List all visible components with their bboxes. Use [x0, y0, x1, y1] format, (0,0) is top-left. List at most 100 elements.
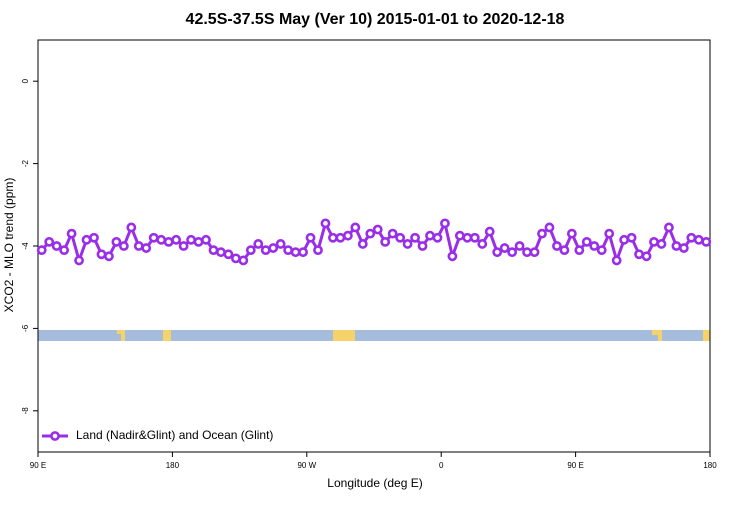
ocean-strip: [38, 330, 710, 341]
point: [298, 247, 308, 258]
y-tick-label: 0: [21, 78, 30, 83]
point: [484, 226, 495, 237]
point: [514, 241, 525, 251]
point: [589, 241, 600, 251]
point: [410, 232, 420, 243]
land-patch: [117, 330, 125, 334]
point: [522, 247, 532, 258]
x-tick-label: 0: [439, 461, 444, 470]
point: [634, 249, 644, 260]
point: [283, 245, 294, 256]
point: [626, 232, 637, 243]
point: [664, 222, 674, 233]
point: [507, 247, 518, 258]
point: [417, 241, 428, 251]
point: [208, 245, 219, 256]
x-tick-label: 180: [703, 461, 717, 470]
point: [216, 247, 226, 258]
point: [440, 218, 450, 229]
x-tick-label: 180: [166, 461, 180, 470]
point: [81, 234, 92, 245]
y-tick-label: -8: [21, 407, 30, 415]
point: [693, 234, 704, 245]
point: [581, 236, 592, 247]
land-patch: [121, 334, 125, 341]
point: [268, 243, 279, 253]
x-tick-label: 90 E: [567, 461, 583, 470]
point: [36, 245, 47, 256]
land-patch: [703, 330, 710, 341]
point: [133, 241, 144, 251]
point: [649, 236, 659, 247]
point: [275, 239, 286, 249]
point: [253, 239, 264, 249]
point: [462, 232, 473, 243]
point: [66, 228, 77, 239]
point: [574, 245, 585, 256]
point: [290, 247, 301, 258]
point: [313, 245, 323, 256]
point: [402, 239, 413, 249]
point: [51, 241, 62, 251]
point: [559, 245, 570, 256]
point: [372, 224, 383, 235]
point: [566, 228, 577, 239]
point: [387, 228, 398, 239]
x-tick-label: 90 W: [297, 461, 316, 470]
point: [156, 234, 167, 245]
point: [425, 230, 435, 241]
point: [201, 234, 211, 245]
point: [44, 236, 55, 247]
point: [118, 241, 129, 251]
point: [656, 239, 667, 249]
point: [544, 222, 555, 233]
point: [163, 236, 174, 247]
point: [454, 230, 465, 241]
point: [380, 236, 391, 247]
point: [447, 251, 458, 262]
land-patch: [658, 335, 662, 341]
point: [328, 232, 338, 243]
x-tick-label: 90 E: [30, 461, 46, 470]
point: [529, 247, 540, 258]
x-axis-label: Longitude (deg E): [327, 476, 422, 490]
point: [596, 245, 607, 256]
point: [477, 239, 488, 249]
point: [365, 228, 376, 239]
point: [335, 232, 346, 243]
point: [171, 234, 182, 245]
point: [260, 245, 271, 256]
point: [126, 222, 137, 233]
point: [230, 253, 241, 264]
point: [499, 243, 510, 253]
point: [320, 218, 331, 229]
point: [342, 230, 353, 241]
chart-title: 42.5S-37.5S May (Ver 10) 2015-01-01 to 2…: [186, 11, 565, 28]
land-patch: [333, 330, 355, 341]
point: [148, 232, 159, 243]
point: [350, 222, 361, 233]
point: [89, 232, 99, 243]
point: [432, 232, 443, 243]
land-patch: [163, 330, 171, 341]
surface-strip: [38, 330, 710, 341]
point: [641, 251, 652, 262]
point: [671, 241, 682, 251]
legend-marker: [50, 431, 60, 441]
point: [96, 249, 107, 260]
point: [701, 236, 712, 247]
point: [223, 249, 234, 260]
legend-label: Land (Nadir&Glint) and Ocean (Glint): [76, 428, 273, 442]
point: [141, 243, 152, 253]
point: [111, 236, 122, 247]
point: [245, 245, 256, 256]
point: [238, 255, 249, 266]
point: [678, 243, 689, 253]
y-axis-label: XCO2 - MLO trend (ppm): [2, 178, 16, 313]
point: [193, 236, 204, 247]
point: [552, 241, 562, 251]
point: [305, 232, 316, 243]
y-tick-label: -2: [21, 159, 30, 167]
point: [611, 255, 622, 266]
